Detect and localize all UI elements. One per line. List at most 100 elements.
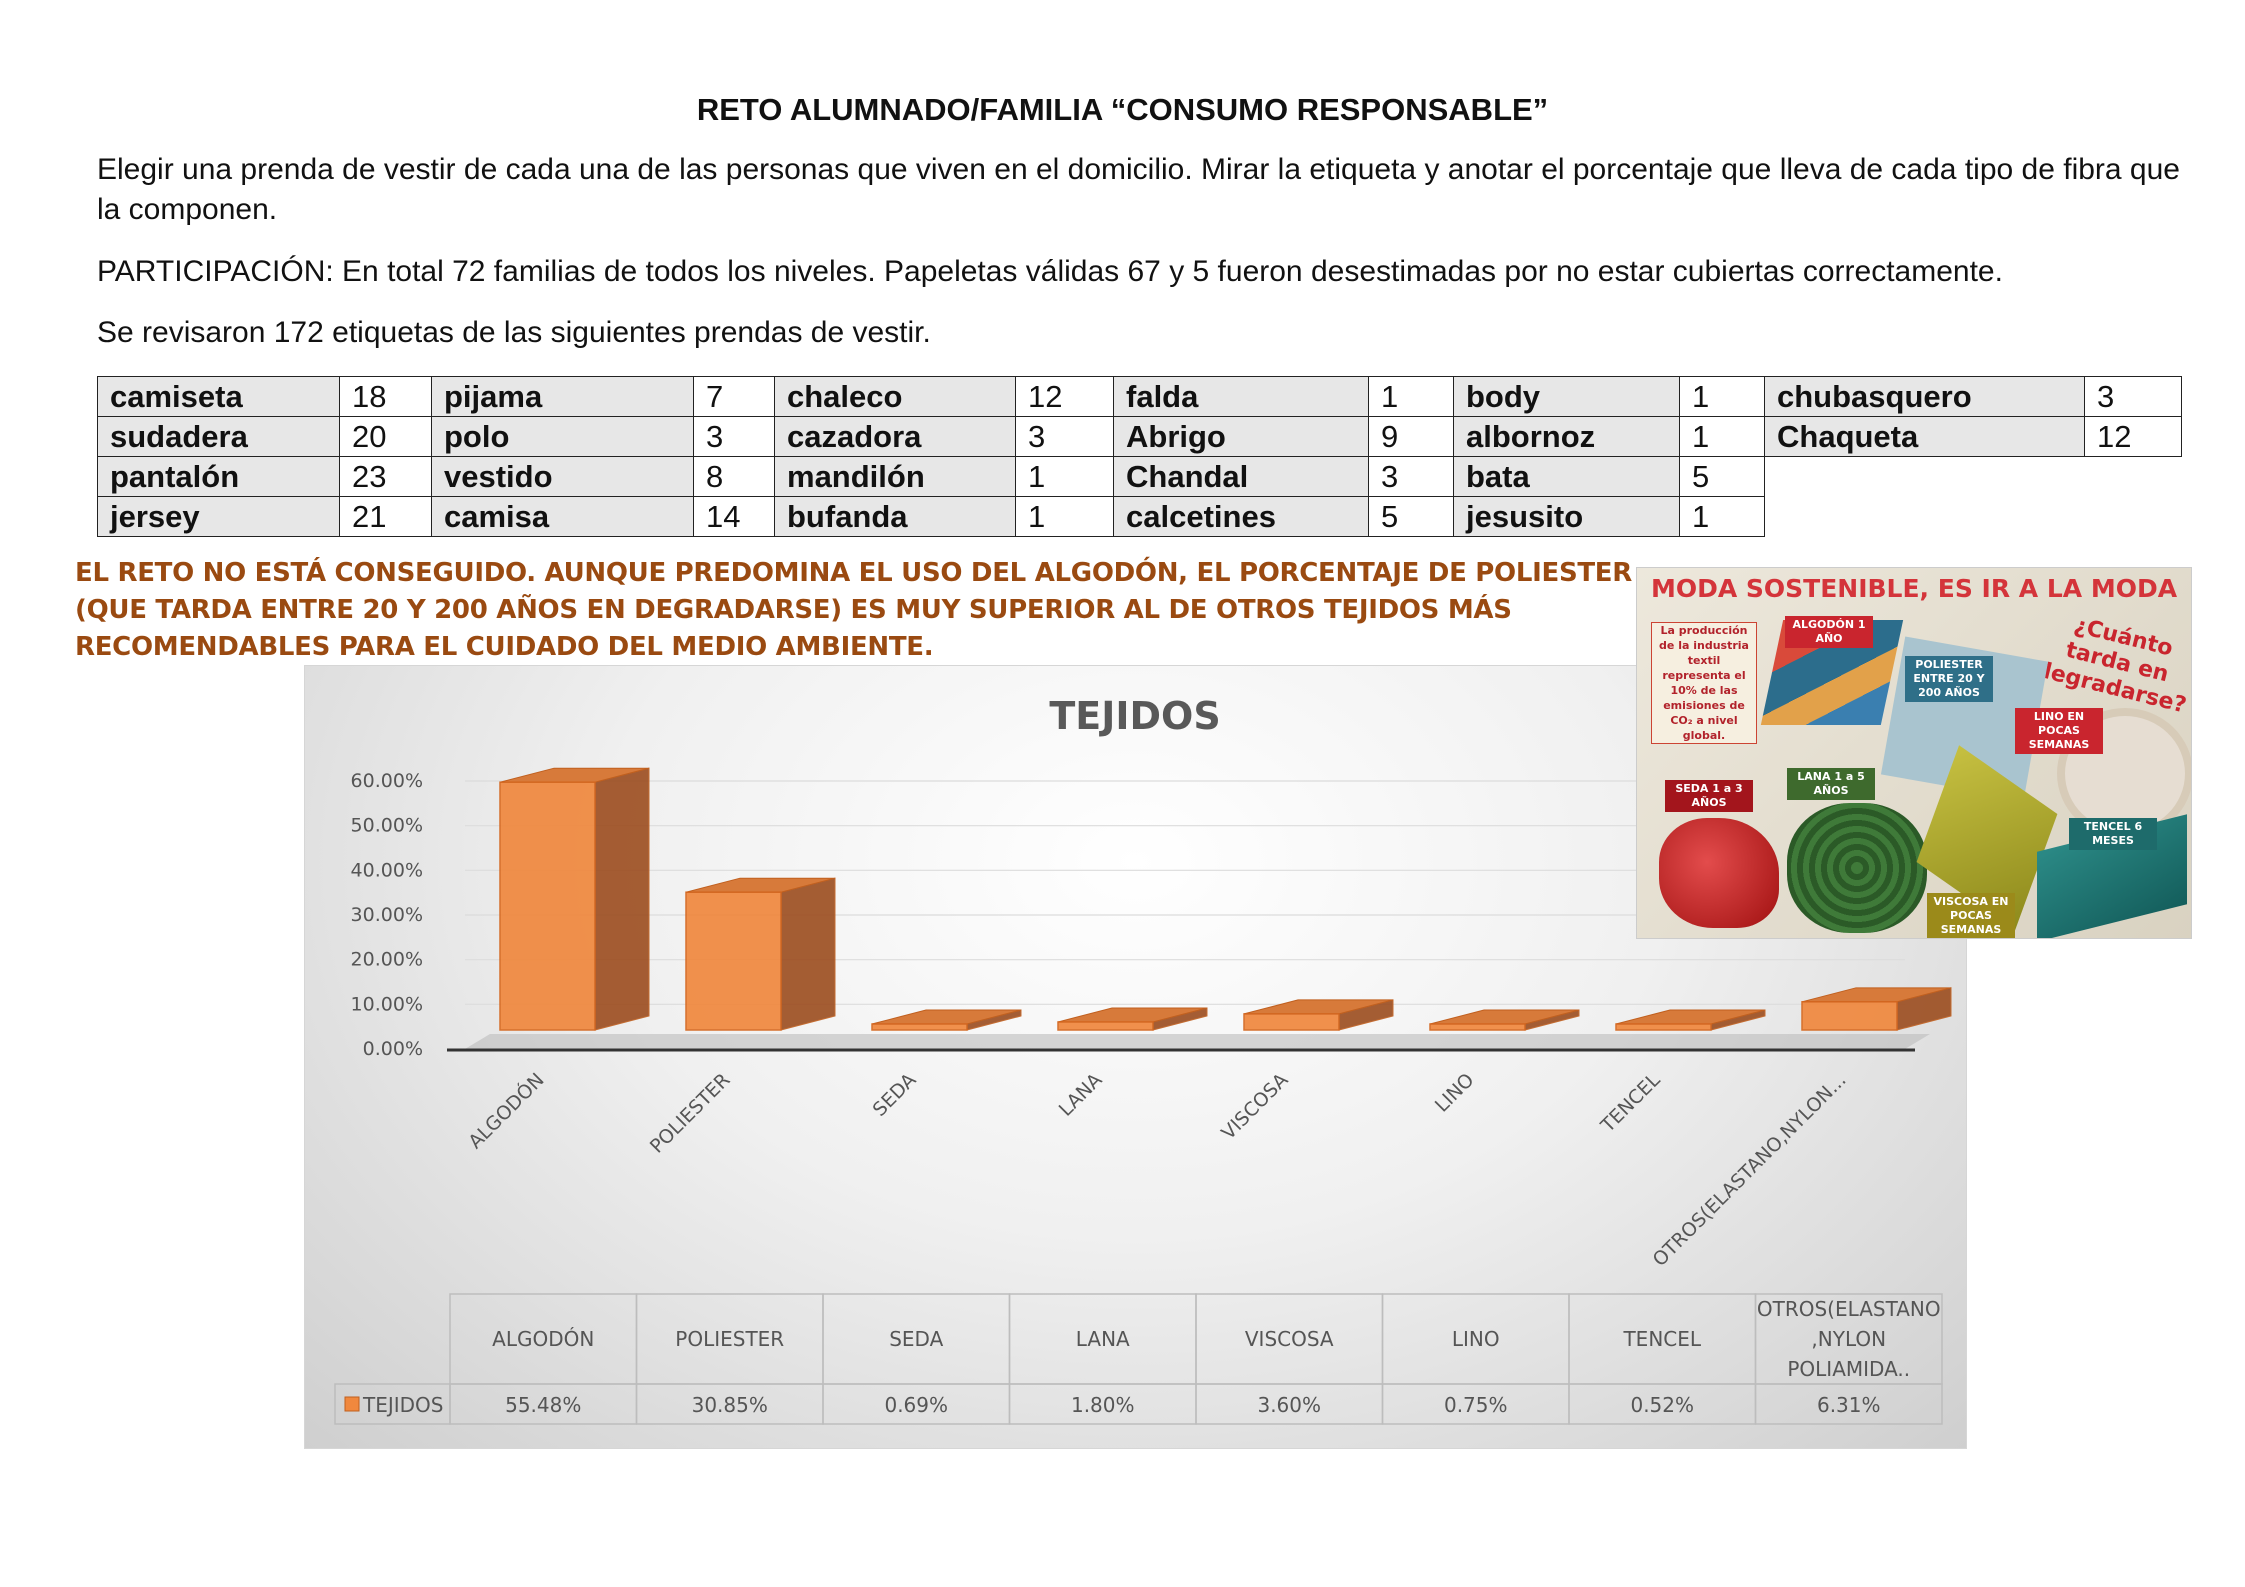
garment-count: 21 (339, 496, 432, 537)
garment-count: 3 (2084, 376, 2182, 417)
garment-count: 5 (1368, 496, 1454, 537)
garment-row: camiseta 18 pijama 7 chaleco 12 falda 1 body 1 chu… (97, 376, 2182, 417)
garment-name: cazadora (774, 416, 1016, 457)
garment-name: pantalón (97, 456, 340, 497)
y-tick-label: 60.00% (351, 770, 423, 792)
x-category-label: POLIESTER (646, 1069, 735, 1158)
legend-label: TEJIDOS (362, 1393, 444, 1417)
garment-name: chaleco (774, 376, 1016, 417)
poster-note: La producción de la industria textil rep… (1651, 622, 1757, 744)
garment-row: pantalón 23 vestido 8 mandilón 1 Chandal 3 bata 5 (97, 456, 2182, 497)
poster-tag: POLIESTER ENTRE 20 Y 200 AÑOS (1905, 656, 1993, 702)
y-tick-label: 20.00% (351, 949, 423, 971)
x-category-label: LINO (1431, 1069, 1479, 1117)
garment-name: body (1453, 376, 1680, 417)
garment-count: 1 (1679, 376, 1765, 417)
garment-name: chubasquero (1764, 376, 2085, 417)
y-tick-label: 50.00% (351, 815, 423, 837)
document-title: RETO ALUMNADO/FAMILIA “CONSUMO RESPONSAB… (696, 92, 1549, 127)
table-value: 0.52% (1630, 1393, 1694, 1417)
bar (499, 781, 596, 1031)
garment-count: 12 (2084, 416, 2182, 457)
legend-key (344, 1396, 360, 1412)
y-tick-label: 10.00% (351, 993, 423, 1015)
bar (1429, 1023, 1526, 1031)
garment-count: 12 (1015, 376, 1114, 417)
garment-count: 1 (1679, 416, 1765, 457)
garment-table: camiseta 18 pijama 7 chaleco 12 falda 1 body 1 chu… (97, 376, 2182, 537)
table-header: VISCOSA (1245, 1327, 1334, 1351)
table-header: LINO (1452, 1327, 1500, 1351)
garment-name: Chandal (1113, 456, 1369, 497)
table-header: OTROS(ELASTANO (1757, 1297, 1941, 1321)
garment-name: camiseta (97, 376, 340, 417)
x-category-label: LANA (1055, 1069, 1107, 1121)
bar (1243, 1013, 1340, 1031)
silk-fabric-image (1659, 818, 1779, 928)
table-cell (1754, 1383, 1943, 1425)
garment-row: jersey 21 camisa 14 bufanda 1 calcetines 5 jesus… (97, 496, 2182, 537)
chart-title: TEJIDOS (1049, 694, 1220, 738)
bar-side (594, 767, 650, 1031)
poster-tag: ALGODÓN 1 AÑO (1785, 616, 1873, 648)
garment-name: bufanda (774, 496, 1016, 537)
x-category-label: TENCEL (1596, 1069, 1665, 1138)
garment-name: Chaqueta (1764, 416, 2085, 457)
garment-count: 20 (339, 416, 432, 457)
table-header: POLIAMIDA.. (1787, 1357, 1910, 1381)
x-category-label: SEDA (869, 1069, 921, 1121)
y-tick-label: 40.00% (351, 859, 423, 881)
x-category-label: OTROS(ELASTANO,NYLON... (1649, 1069, 1851, 1271)
garment-row: sudadera 20 polo 3 cazadora 3 Abrigo 9 albornoz 1… (97, 416, 2182, 457)
bar (1057, 1021, 1154, 1031)
garment-count: 7 (693, 376, 775, 417)
garment-name: jersey (97, 496, 340, 537)
intro-paragraph: Elegir una prenda de vestir de cada una … (97, 153, 2180, 226)
poster-tag: SEDA 1 a 3 AÑOS (1665, 780, 1753, 812)
garment-count: 8 (693, 456, 775, 497)
garment-name: calcetines (1113, 496, 1369, 537)
table-header: TENCEL (1622, 1327, 1701, 1351)
participation-paragraph: PARTICIPACIÓN: En total 72 familias de t… (97, 255, 2003, 288)
table-header: ,NYLON (1811, 1327, 1886, 1351)
empty-cell (1765, 497, 2182, 537)
challenge-verdict: EL RETO NO ESTÁ CONSEGUIDO. AUNQUE PREDO… (75, 558, 1632, 662)
garment-name: camisa (431, 496, 694, 537)
table-value: 0.75% (1444, 1393, 1508, 1417)
chart-floor (465, 1034, 1930, 1049)
bar (1615, 1023, 1712, 1031)
garment-count: 1 (1015, 456, 1114, 497)
reviewed-paragraph: Se revisaron 172 etiquetas de las siguie… (97, 316, 931, 349)
y-tick-label: 30.00% (351, 904, 423, 926)
garment-count: 3 (693, 416, 775, 457)
bar (1801, 1001, 1898, 1031)
table-value: 55.48% (505, 1393, 581, 1417)
garment-name: jesusito (1453, 496, 1680, 537)
x-category-label: ALGODÓN (463, 1068, 549, 1154)
bar (871, 1023, 968, 1031)
poster-title: MODA SOSTENIBLE, ES IR A LA MODA (1650, 574, 2178, 603)
garment-name: bata (1453, 456, 1680, 497)
table-header: LANA (1076, 1327, 1130, 1351)
table-value: 0.69% (884, 1393, 948, 1417)
garment-name: mandilón (774, 456, 1016, 497)
poster-tag: LANA 1 a 5 AÑOS (1787, 768, 1875, 800)
garment-count: 14 (693, 496, 775, 537)
wool-fabric-image (1787, 803, 1927, 933)
garment-name: polo (431, 416, 694, 457)
garment-count: 5 (1679, 456, 1765, 497)
garment-count: 3 (1015, 416, 1114, 457)
table-value: 30.85% (692, 1393, 768, 1417)
garment-count: 3 (1368, 456, 1454, 497)
poster-tag: LINO EN POCAS SEMANAS (2015, 708, 2103, 754)
garment-count: 1 (1015, 496, 1114, 537)
table-value: 1.80% (1071, 1393, 1135, 1417)
garment-name: albornoz (1453, 416, 1680, 457)
table-value: 6.31% (1817, 1393, 1881, 1417)
garment-count: 18 (339, 376, 432, 417)
sustainable-fashion-poster: MODA SOSTENIBLE, ES IR A LA MODA ¿Cuánto… (1636, 567, 2192, 939)
table-header: SEDA (889, 1327, 943, 1351)
garment-count: 9 (1368, 416, 1454, 457)
x-category-label: VISCOSA (1217, 1069, 1292, 1144)
table-header: POLIESTER (675, 1327, 784, 1351)
